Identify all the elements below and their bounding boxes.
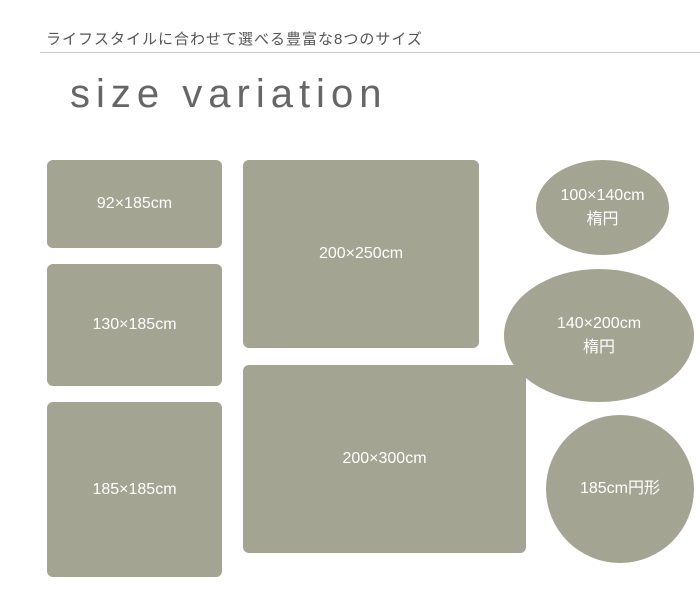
size-shape-s4: 200×250cm <box>243 160 479 348</box>
size-label: 200×250cm <box>319 242 403 266</box>
size-label: 140×200cm <box>557 312 641 336</box>
size-shape-s2: 130×185cm <box>47 264 222 386</box>
size-label: 100×140cm <box>560 184 644 208</box>
size-label: 92×185cm <box>97 192 172 216</box>
size-label: 185cm円形 <box>580 477 660 501</box>
size-shape-s6: 100×140cm楕円 <box>536 160 669 255</box>
size-shape-s8: 185cm円形 <box>546 415 694 563</box>
main-title: size variation <box>70 72 387 117</box>
size-label: 130×185cm <box>92 313 176 337</box>
size-shape-s5: 200×300cm <box>243 365 526 553</box>
divider-line <box>40 52 700 53</box>
size-shape-s1: 92×185cm <box>47 160 222 248</box>
subtitle-text: ライフスタイルに合わせて選べる豊富な8つのサイズ <box>46 28 423 49</box>
size-label: 楕円 <box>583 336 615 360</box>
size-label: 楕円 <box>586 208 618 232</box>
size-shape-s3: 185×185cm <box>47 402 222 577</box>
size-label: 185×185cm <box>92 478 176 502</box>
size-shape-s7: 140×200cm楕円 <box>504 269 694 402</box>
size-label: 200×300cm <box>342 447 426 471</box>
